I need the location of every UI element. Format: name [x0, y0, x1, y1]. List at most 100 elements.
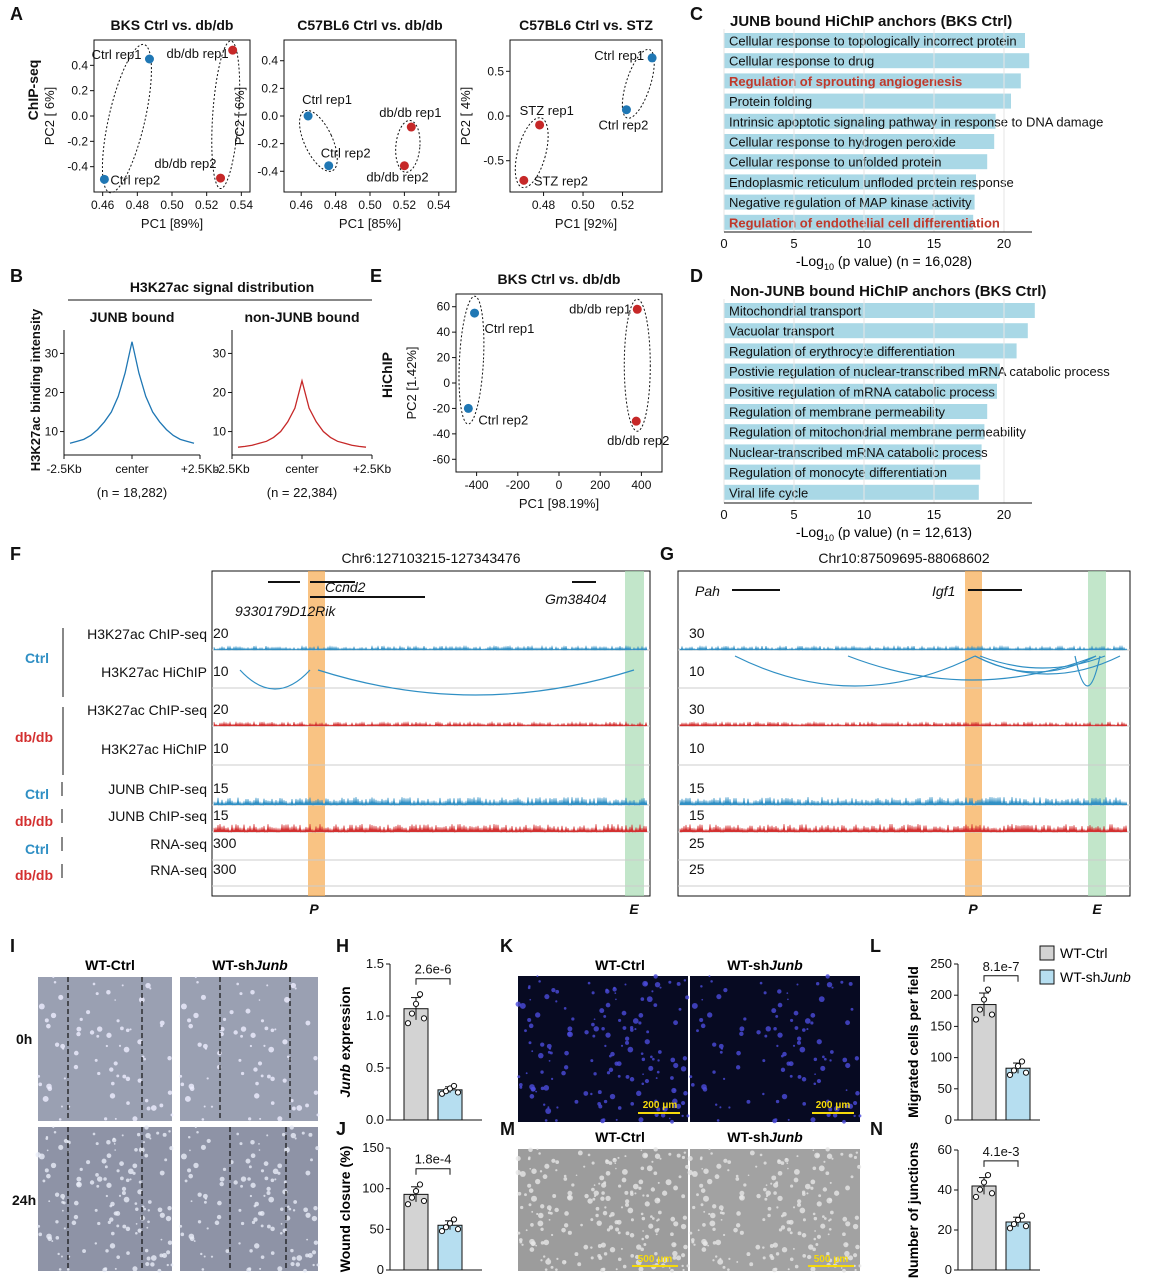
replicate-point — [404, 1201, 412, 1208]
image-texture — [735, 1174, 739, 1178]
image-texture — [708, 1148, 711, 1151]
image-texture — [620, 1044, 624, 1047]
image-texture — [315, 1146, 320, 1151]
image-texture — [263, 1194, 266, 1197]
x-axis-label-main: -Log — [796, 253, 824, 269]
image-texture — [281, 1132, 286, 1137]
group-ellipse — [623, 298, 651, 432]
point-label: db/db rep2 — [607, 433, 669, 448]
image-texture — [764, 1034, 768, 1038]
image-texture — [201, 1268, 205, 1271]
image-texture — [584, 1193, 589, 1199]
image-texture — [563, 1007, 567, 1010]
x-tick-label: 0.50 — [160, 198, 184, 212]
group-label-ctrl: Ctrl — [25, 650, 49, 666]
image-texture — [662, 1105, 668, 1112]
image-texture — [109, 1217, 114, 1222]
group-label-db: db/db — [15, 813, 53, 829]
image-texture — [134, 1202, 138, 1205]
image-texture — [670, 1232, 674, 1237]
image-texture — [239, 1142, 243, 1146]
image-texture — [145, 1261, 150, 1267]
image-texture — [736, 1050, 741, 1056]
image-texture — [197, 1192, 202, 1197]
image-texture — [266, 1134, 269, 1137]
image-texture — [188, 1173, 193, 1179]
hichip-loop — [317, 669, 635, 696]
image-texture — [822, 1215, 825, 1218]
image-texture — [615, 1227, 620, 1232]
image-texture — [52, 1126, 55, 1129]
image-texture — [606, 1228, 611, 1232]
image-texture — [168, 1130, 171, 1133]
image-texture — [640, 1166, 645, 1171]
image-texture — [528, 1147, 533, 1153]
term-label: Endoplasmic reticulum unfloded protein r… — [729, 175, 1014, 190]
image-texture — [634, 1254, 640, 1260]
image-texture — [238, 1208, 242, 1212]
image-texture — [167, 1056, 172, 1061]
image-texture — [313, 1206, 318, 1211]
image-texture — [555, 1160, 560, 1165]
image-texture — [187, 1168, 192, 1173]
image-texture — [249, 1194, 253, 1198]
image-texture — [103, 1177, 107, 1181]
image-texture — [250, 1140, 255, 1145]
image-texture — [763, 1161, 767, 1165]
image-texture — [515, 1001, 521, 1007]
image-texture — [258, 1149, 261, 1151]
gene-name: Gm38404 — [545, 591, 607, 607]
term-label: Protein folding — [729, 94, 812, 109]
y-tick-label: 50 — [938, 1081, 952, 1096]
image-texture — [699, 1157, 703, 1161]
image-texture — [203, 1105, 206, 1108]
image-texture — [812, 1166, 817, 1171]
image-texture — [282, 1078, 287, 1083]
image-texture — [564, 1050, 569, 1056]
image-texture — [118, 1044, 122, 1047]
image-texture — [780, 1067, 786, 1073]
x-axis-label: PC1 [89%] — [141, 216, 203, 231]
image-texture — [109, 1093, 116, 1099]
column-header-main: WT-sh — [727, 957, 769, 973]
data-point — [324, 161, 334, 171]
image-texture — [266, 1186, 271, 1191]
image-texture — [703, 1195, 710, 1202]
image-texture — [707, 1178, 713, 1185]
image-texture — [646, 1194, 650, 1198]
image-texture — [672, 1098, 678, 1104]
image-texture — [263, 1161, 269, 1166]
image-texture — [138, 1146, 145, 1153]
image-texture — [670, 1216, 676, 1222]
image-texture — [109, 1067, 114, 1072]
image-texture — [305, 1020, 311, 1026]
image-texture — [852, 1223, 859, 1230]
micrograph — [38, 977, 172, 1121]
image-texture — [689, 1075, 693, 1079]
image-texture — [55, 1236, 60, 1240]
term-label: Cellular response to topologically incor… — [729, 34, 1017, 49]
image-texture — [313, 1056, 318, 1061]
enrichment-bar — [724, 73, 1021, 89]
replicate-point — [416, 1181, 424, 1188]
image-texture — [656, 1107, 661, 1112]
image-texture — [831, 1157, 834, 1160]
image-texture — [280, 1222, 283, 1225]
image-texture — [829, 1210, 834, 1215]
y-axis-label: Junb expression — [337, 986, 353, 1097]
image-texture — [810, 1266, 816, 1272]
image-texture — [206, 1138, 211, 1144]
image-texture — [675, 1255, 682, 1261]
image-texture — [251, 1220, 256, 1225]
image-texture — [550, 1233, 554, 1237]
image-texture — [616, 1219, 622, 1225]
image-texture — [531, 1086, 536, 1092]
image-texture — [146, 1256, 151, 1261]
enhancer-marker: E — [1092, 901, 1102, 917]
image-texture — [548, 1208, 552, 1211]
image-texture — [683, 1091, 688, 1096]
image-texture — [638, 1266, 644, 1272]
image-texture — [765, 1184, 768, 1186]
point-label: STZ rep2 — [534, 173, 588, 188]
hichip-loop — [1074, 655, 1101, 687]
